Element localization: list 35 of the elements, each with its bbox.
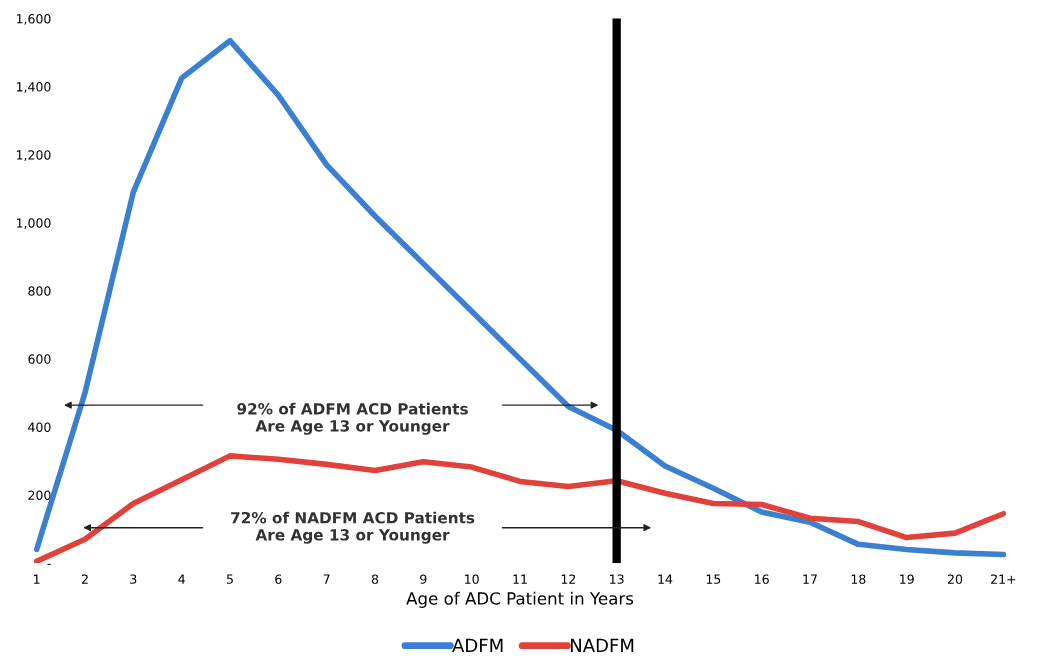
y-tick-label: 1,200 bbox=[16, 150, 51, 161]
legend-label: NADFM bbox=[570, 638, 634, 652]
x-tick-label: 10 bbox=[465, 574, 479, 584]
x-tick-label: 16 bbox=[755, 574, 769, 584]
x-axis-title: Age of ADC Patient in Years bbox=[406, 591, 634, 608]
x-tick-label: 21+ bbox=[991, 574, 1016, 584]
x-tick-label: 19 bbox=[900, 574, 914, 584]
x-tick-label: 5 bbox=[226, 574, 233, 584]
x-tick-label: 8 bbox=[371, 574, 379, 584]
y-tick-label: 1,600 bbox=[16, 14, 51, 25]
x-tick-label: 15 bbox=[706, 574, 721, 584]
y-tick-label: 800 bbox=[28, 286, 51, 296]
legend-label: ADFM bbox=[452, 638, 503, 652]
x-tick-label: 17 bbox=[803, 574, 817, 584]
x-tick-label: 12 bbox=[561, 574, 576, 584]
annotation: 92% of ADFM ACD Patients Are Age 13 or Younger bbox=[237, 402, 468, 435]
x-tick-label: 2 bbox=[81, 574, 88, 584]
annotation: 72% of NADFM ACD Patients Are Age 13 or Younger bbox=[231, 511, 475, 544]
x-tick-label: 18 bbox=[851, 574, 866, 584]
y-tick-label: 400 bbox=[28, 422, 51, 432]
x-tick-label: 4 bbox=[178, 574, 185, 584]
x-tick-label: 3 bbox=[130, 574, 137, 584]
x-tick-label: 14 bbox=[658, 574, 673, 584]
x-tick-label: 11 bbox=[513, 574, 527, 584]
x-tick-label: 1 bbox=[34, 574, 40, 584]
x-tick-label: 13 bbox=[610, 574, 624, 584]
y-tick-label: 1,400 bbox=[16, 82, 51, 93]
y-tick-label: 200 bbox=[28, 490, 51, 500]
y-tick-label: 1,000 bbox=[16, 218, 51, 229]
x-tick-label: 20 bbox=[947, 574, 963, 584]
x-tick-label: 9 bbox=[420, 574, 427, 584]
x-tick-label: 6 bbox=[275, 574, 282, 584]
x-tick-label: 7 bbox=[323, 574, 330, 584]
y-tick-label: - bbox=[47, 563, 51, 565]
y-tick-label: 600 bbox=[28, 354, 51, 364]
